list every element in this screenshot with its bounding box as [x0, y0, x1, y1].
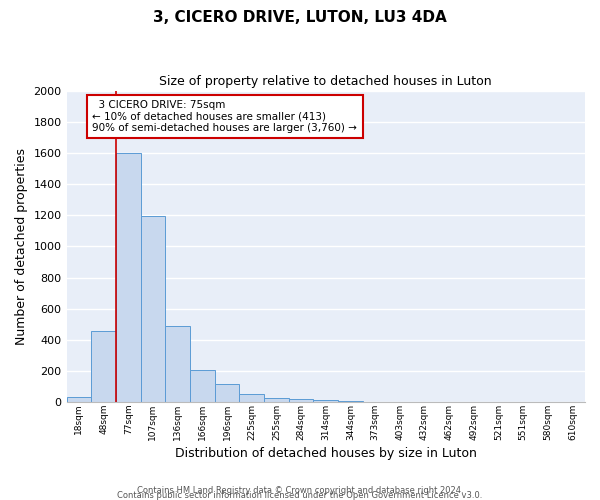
Bar: [91, 332, 116, 402]
Bar: [289, 399, 313, 402]
Text: 3, CICERO DRIVE, LUTON, LU3 4DA: 3, CICERO DRIVE, LUTON, LU3 4DA: [153, 10, 447, 25]
Bar: [165, 326, 190, 402]
Bar: [313, 400, 338, 402]
Bar: [338, 401, 363, 402]
Bar: [140, 216, 165, 402]
Bar: [239, 394, 264, 402]
Bar: [264, 398, 289, 402]
Bar: [190, 370, 215, 402]
Text: Contains public sector information licensed under the Open Government Licence v3: Contains public sector information licen…: [118, 491, 482, 500]
Bar: [67, 397, 91, 402]
Bar: [215, 384, 239, 402]
X-axis label: Distribution of detached houses by size in Luton: Distribution of detached houses by size …: [175, 447, 477, 460]
Title: Size of property relative to detached houses in Luton: Size of property relative to detached ho…: [160, 75, 492, 88]
Bar: [116, 153, 140, 402]
Text: 3 CICERO DRIVE: 75sqm
← 10% of detached houses are smaller (413)
90% of semi-det: 3 CICERO DRIVE: 75sqm ← 10% of detached …: [92, 100, 358, 133]
Text: Contains HM Land Registry data © Crown copyright and database right 2024.: Contains HM Land Registry data © Crown c…: [137, 486, 463, 495]
Y-axis label: Number of detached properties: Number of detached properties: [15, 148, 28, 345]
